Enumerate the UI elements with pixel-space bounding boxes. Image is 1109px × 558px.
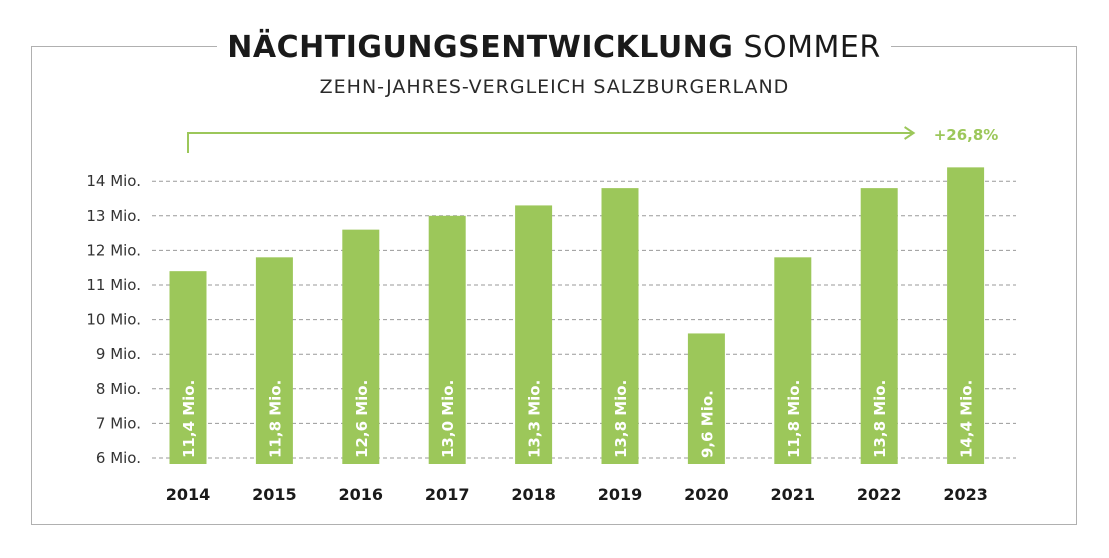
growth-annotation: +26,8%	[934, 126, 999, 144]
bar-value-label: 13,0 Mio.	[439, 380, 457, 458]
y-tick-label: 8 Mio.	[96, 380, 141, 398]
bar	[255, 257, 293, 464]
x-tick-label: 2017	[425, 485, 470, 504]
bar	[774, 257, 812, 464]
bar-value-label: 11,4 Mio.	[180, 380, 198, 458]
bar	[947, 167, 985, 465]
y-tick-label: 14 Mio.	[86, 172, 141, 190]
y-tick-label: 13 Mio.	[86, 207, 141, 225]
bar	[515, 205, 553, 465]
x-tick-label: 2020	[684, 485, 729, 504]
bar	[601, 188, 639, 464]
bar-value-label: 14,4 Mio.	[958, 380, 976, 458]
chart-title: NÄCHTIGUNGSENTWICKLUNG SOMMER	[217, 26, 891, 70]
y-tick-label: 10 Mio.	[86, 311, 141, 329]
growth-arrow-line	[187, 132, 913, 153]
x-tick-label: 2019	[598, 485, 643, 504]
y-tick-label: 9 Mio.	[96, 345, 141, 363]
y-tick-label: 12 Mio.	[86, 241, 141, 259]
bar-value-label: 12,6 Mio.	[353, 380, 371, 458]
bar-value-label: 13,3 Mio.	[526, 380, 544, 458]
bar	[169, 271, 207, 464]
bar-value-label: 13,8 Mio.	[612, 380, 630, 458]
bar-value-label: 11,8 Mio.	[266, 380, 284, 458]
bar	[428, 215, 466, 464]
bar-value-label: 11,8 Mio.	[785, 380, 803, 458]
bar	[687, 333, 725, 464]
x-tick-label: 2014	[166, 485, 211, 504]
bar	[860, 188, 898, 464]
growth-arrow-head	[904, 126, 916, 140]
title-light: SOMMER	[743, 30, 881, 65]
x-tick-label: 2022	[857, 485, 902, 504]
y-tick-label: 11 Mio.	[86, 276, 141, 294]
x-tick-label: 2018	[511, 485, 556, 504]
y-tick-label: 6 Mio.	[96, 449, 141, 467]
bar-value-label: 13,8 Mio.	[871, 380, 889, 458]
bar	[342, 229, 380, 464]
x-tick-label: 2023	[943, 485, 988, 504]
x-tick-label: 2015	[252, 485, 297, 504]
y-tick-label: 7 Mio.	[96, 414, 141, 432]
x-tick-label: 2021	[771, 485, 816, 504]
chart-subtitle: ZEHN-JAHRES-VERGLEICH SALZBURGERLAND	[319, 76, 790, 98]
title-bold: NÄCHTIGUNGSENTWICKLUNG	[227, 30, 734, 65]
x-tick-label: 2016	[339, 485, 384, 504]
bar-value-label: 9,6 Mio.	[698, 390, 716, 458]
